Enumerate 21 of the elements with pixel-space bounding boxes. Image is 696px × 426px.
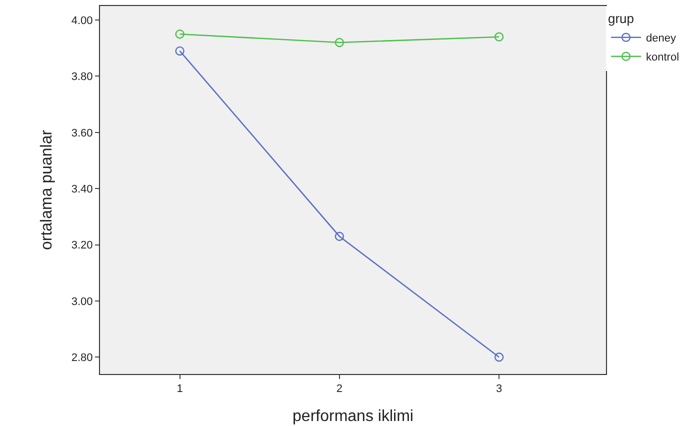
y-tick-label: 3.80 [71,71,93,84]
point [494,32,504,42]
x-tick-label: 2 [336,383,342,396]
y-tick-label: 4.00 [71,14,93,27]
legend-title: grup [608,10,634,26]
point [334,38,344,48]
y-tick-label: 3.00 [71,296,93,308]
x-axis-title: performans iklimi [292,408,414,425]
y-tick-label: 3.40 [71,183,93,196]
y-axis-title: ortalama puanlar [38,129,56,250]
point [175,29,184,39]
y-tick-label: 2.80 [71,352,93,364]
legend-label: deney [646,32,676,45]
point [175,46,184,56]
y-tick-label: 3.20 [71,240,93,252]
legend-label: kontrol [646,52,680,64]
point [494,352,504,362]
x-tick-label: 1 [176,383,183,396]
x-tick-label: 3 [496,383,502,396]
y-tick-label: 3.60 [71,127,93,140]
point [334,232,344,241]
